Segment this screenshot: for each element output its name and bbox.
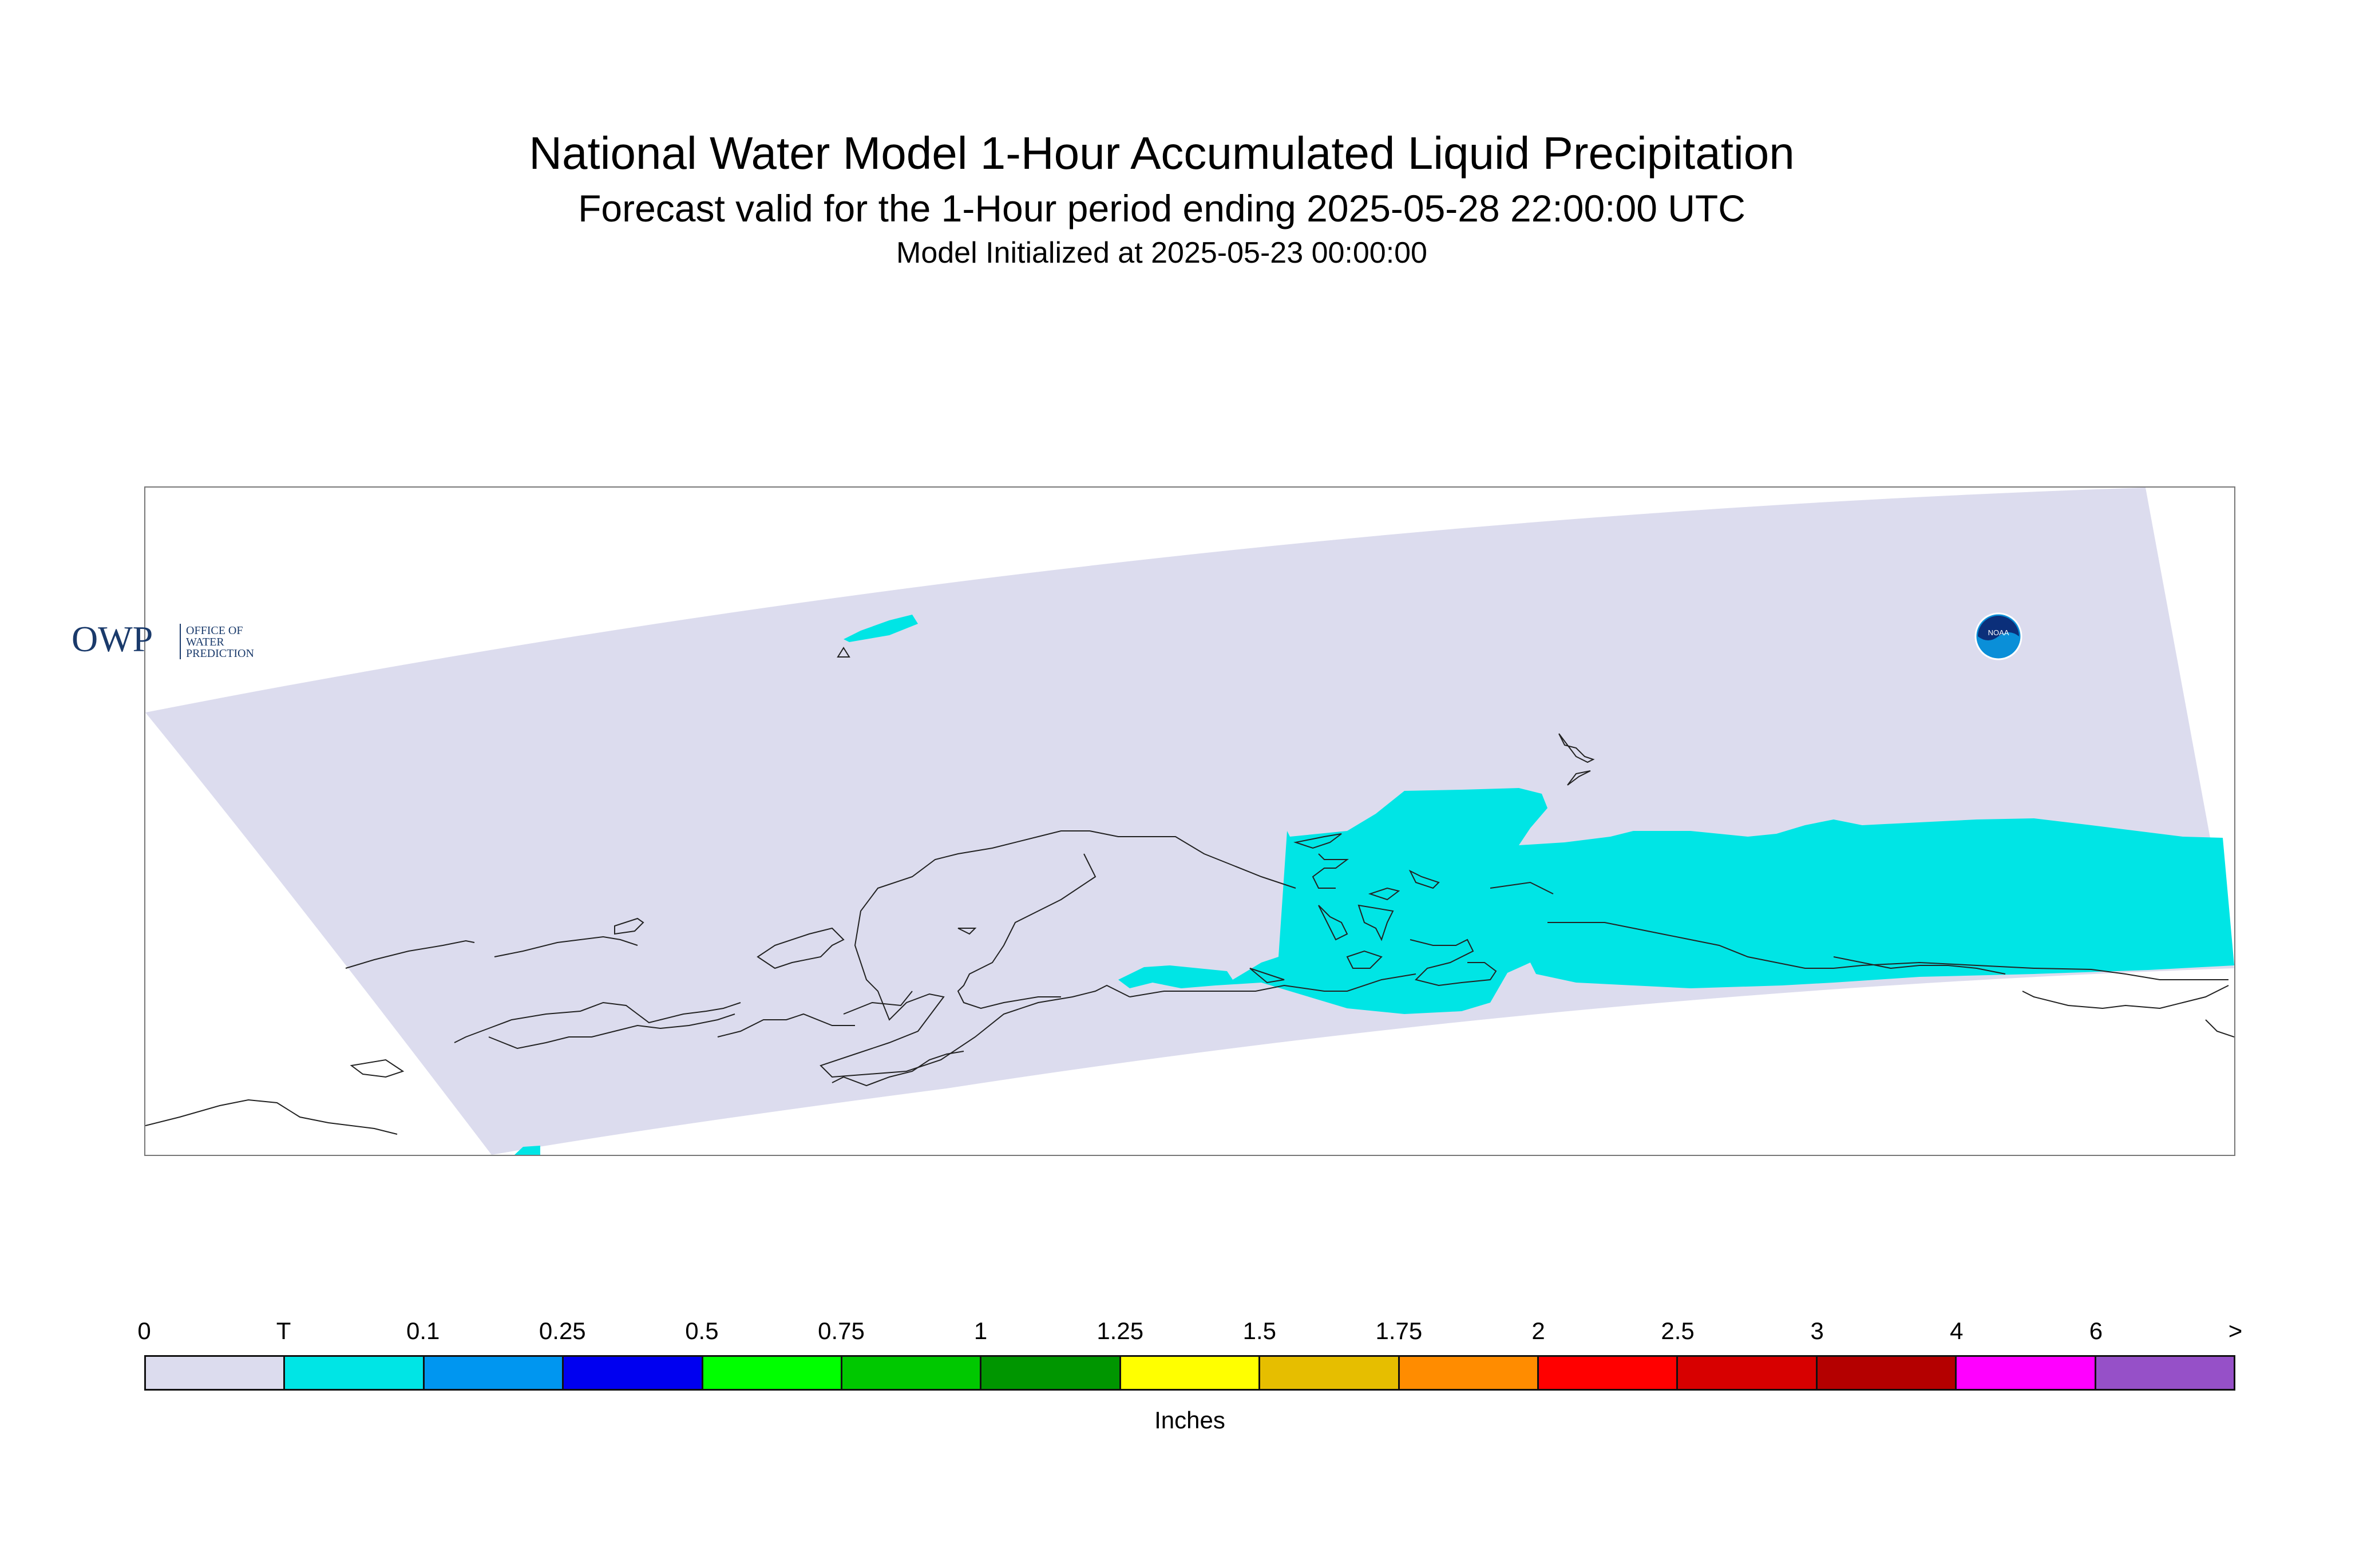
legend-swatch	[703, 1357, 843, 1389]
legend-tick: 1.75	[1375, 1317, 1423, 1344]
legend-tick: 3	[1810, 1317, 1824, 1344]
legend-tick: 0	[137, 1317, 151, 1344]
legend-swatch	[424, 1357, 564, 1389]
precip-legend: 0 T 0.1 0.25 0.5 0.75 1 1.25 1.5 1.75 2 2.5 3 4 6 > Inc…	[137, 1305, 2242, 1454]
legend-swatch	[1817, 1357, 1957, 1389]
precip-area-southwest	[514, 1146, 540, 1155]
coastlines	[145, 647, 2234, 1135]
legend-swatch	[1539, 1357, 1679, 1389]
legend-tick: 2.5	[1661, 1317, 1695, 1344]
owp-logo-wordmark: OWP	[72, 619, 153, 659]
legend-units-label: Inches	[1154, 1407, 1225, 1434]
legend-swatch	[564, 1357, 703, 1389]
owp-logo-line-3: PREDICTION	[186, 647, 254, 660]
precipitation-map[interactable]	[145, 488, 2234, 1155]
legend-swatch	[1957, 1357, 2096, 1389]
map-title: National Water Model 1-Hour Accumulated …	[529, 128, 1795, 179]
owp-logo: OWP OFFICE OF WATER PREDICTION	[72, 618, 289, 664]
legend-tick: 0.5	[685, 1317, 719, 1344]
legend-tick: T	[276, 1317, 291, 1344]
legend-tick: 1.25	[1097, 1317, 1144, 1344]
map-panel[interactable]	[144, 486, 2235, 1156]
legend-swatch	[1678, 1357, 1818, 1389]
owp-logo-line-1: OFFICE OF	[186, 624, 243, 637]
legend-tick: 1	[973, 1317, 988, 1344]
legend-swatch	[1260, 1357, 1400, 1389]
legend-color-bar	[144, 1355, 2235, 1391]
legend-tick: 6	[2089, 1317, 2103, 1344]
legend-tick: 0.75	[818, 1317, 865, 1344]
precip-area-north	[844, 615, 918, 642]
noaa-logo-text: NOAA	[1988, 628, 2009, 637]
legend-tick: 1.5	[1242, 1317, 1276, 1344]
noaa-logo: NOAA	[1974, 612, 2022, 660]
legend-swatch	[1121, 1357, 1261, 1389]
legend-swatch	[2096, 1357, 2234, 1389]
legend-swatch	[1399, 1357, 1539, 1389]
legend-tick: 0.25	[539, 1317, 586, 1344]
legend-tick: >	[2228, 1317, 2243, 1344]
legend-swatch	[146, 1357, 286, 1389]
legend-tick: 4	[1950, 1317, 1964, 1344]
precip-area-main	[1118, 788, 2234, 1014]
owp-logo-line-2: WATER	[186, 636, 224, 648]
legend-swatch	[842, 1357, 982, 1389]
legend-swatch	[981, 1357, 1121, 1389]
model-domain-area	[145, 488, 2234, 1155]
legend-tick: 0.1	[406, 1317, 440, 1344]
valid-time-subtitle: Forecast valid for the 1-Hour period end…	[578, 187, 1745, 229]
legend-swatch	[285, 1357, 425, 1389]
legend-tick: 2	[1531, 1317, 1545, 1344]
model-init-line: Model Initialized at 2025-05-23 00:00:00	[896, 236, 1427, 270]
